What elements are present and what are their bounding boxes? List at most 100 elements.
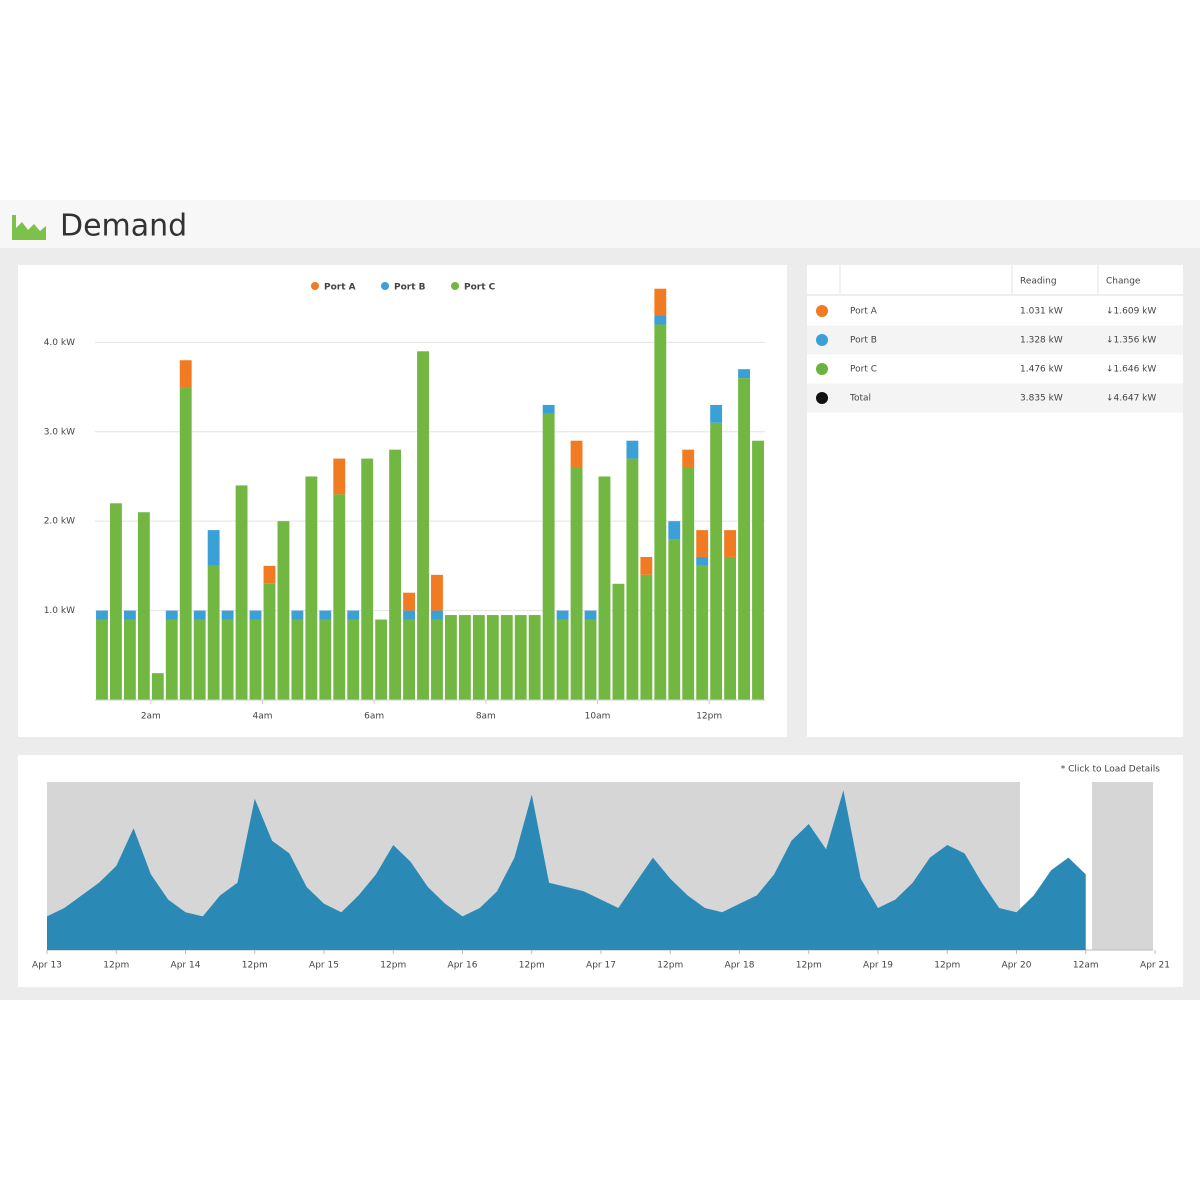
bar-segment xyxy=(472,615,485,700)
x-tick-label: 12pm xyxy=(103,961,129,971)
row-dot xyxy=(816,305,828,317)
x-tick-label: 6am xyxy=(364,712,384,722)
bar-segment xyxy=(654,324,667,700)
bar-segment xyxy=(584,619,597,700)
bar-segment xyxy=(570,467,583,700)
overview-area xyxy=(47,790,1086,950)
x-tick-label: 12pm xyxy=(380,961,406,971)
bar-segment xyxy=(151,673,164,700)
bar-segment xyxy=(668,521,681,540)
bar-segment xyxy=(193,619,206,700)
bar-segment xyxy=(654,315,667,325)
bar-segment xyxy=(696,530,709,557)
bar-segment xyxy=(221,610,234,620)
bar-segment xyxy=(249,610,262,620)
x-tick-label: Apr 15 xyxy=(309,961,339,971)
bar-segment xyxy=(193,610,206,620)
x-tick-label: 12pm xyxy=(657,961,683,971)
bar-segment xyxy=(431,619,443,700)
row-reading: 3.835 kW xyxy=(1020,394,1063,404)
bar-segment xyxy=(179,387,192,700)
bar-segment xyxy=(123,619,136,700)
bar-segment xyxy=(277,521,290,700)
bar-segment xyxy=(389,449,402,700)
bar-segment xyxy=(556,610,569,620)
load-details-note[interactable]: * Click to Load Details xyxy=(1061,765,1161,775)
bar-segment xyxy=(249,619,262,700)
row-band xyxy=(807,383,1183,413)
bar-segment xyxy=(598,476,611,700)
row-name: Port B xyxy=(850,336,877,346)
bar-segment xyxy=(752,440,764,700)
y-tick-label: 4.0 kW xyxy=(44,338,75,348)
bar-segment xyxy=(570,440,583,468)
x-tick-label: Apr 17 xyxy=(586,961,616,971)
bar-segment xyxy=(514,615,527,700)
bar-segment xyxy=(221,619,234,700)
legend-label[interactable]: Port A xyxy=(324,283,356,293)
bar-segment xyxy=(165,610,178,620)
bar-segment xyxy=(445,615,457,700)
bar-segment xyxy=(640,556,653,575)
bar-segment xyxy=(137,512,150,700)
bar-segment xyxy=(640,574,653,700)
header-bar xyxy=(0,200,1200,248)
row-dot xyxy=(816,392,828,404)
bar-segment xyxy=(333,458,346,495)
bar-segment xyxy=(417,351,429,700)
row-change: ↓1.356 kW xyxy=(1106,336,1156,346)
row-change: ↓4.647 kW xyxy=(1106,394,1156,404)
bar-segment xyxy=(207,530,220,566)
x-tick-label: 12pm xyxy=(934,961,960,971)
bar-segment xyxy=(375,619,388,700)
bar-segment xyxy=(724,556,737,700)
bar-segment xyxy=(179,360,192,388)
row-band xyxy=(807,325,1183,355)
row-name: Total xyxy=(849,394,871,404)
x-tick-label: Apr 20 xyxy=(1002,961,1032,971)
bar-segment xyxy=(403,619,415,700)
bar-segment xyxy=(556,619,569,700)
row-reading: 1.476 kW xyxy=(1020,365,1063,375)
bar-segment xyxy=(431,610,443,620)
bar-segment xyxy=(361,458,374,700)
x-tick-label: Apr 21 xyxy=(1140,961,1170,971)
bar-segment xyxy=(263,565,276,584)
bar-segment xyxy=(291,619,304,700)
bar-segment xyxy=(110,503,122,700)
bar-segment xyxy=(500,615,513,700)
bar-segment xyxy=(738,378,750,700)
column-header: Change xyxy=(1106,277,1141,287)
bar-segment xyxy=(696,565,709,700)
x-tick-label: 12pm xyxy=(519,961,545,971)
bar-segment xyxy=(724,530,737,557)
bar-segment xyxy=(431,574,443,611)
x-tick-label: 10am xyxy=(585,712,611,722)
x-tick-label: 12am xyxy=(1073,961,1099,971)
x-tick-label: Apr 14 xyxy=(171,961,201,971)
page-title: Demand xyxy=(60,209,187,244)
row-dot xyxy=(816,334,828,346)
bar-segment xyxy=(626,440,639,459)
bar-segment xyxy=(165,619,178,700)
legend-dot[interactable] xyxy=(451,282,459,290)
legend-dot[interactable] xyxy=(381,282,389,290)
bar-segment xyxy=(668,539,681,700)
row-change: ↓1.646 kW xyxy=(1106,365,1156,375)
bar-segment xyxy=(682,467,695,700)
bar-segment xyxy=(528,615,541,700)
bar-segment xyxy=(403,592,415,611)
row-name: Port A xyxy=(850,307,878,317)
x-tick-label: Apr 18 xyxy=(725,961,755,971)
x-tick-label: 12pm xyxy=(242,961,268,971)
x-tick-label: Apr 19 xyxy=(863,961,893,971)
bar-segment xyxy=(542,404,555,414)
bar-segment xyxy=(542,413,555,700)
legend-label[interactable]: Port C xyxy=(464,283,496,293)
bar-segment xyxy=(710,404,723,423)
legend-dot[interactable] xyxy=(311,282,319,290)
bar-segment xyxy=(347,619,360,700)
legend-label[interactable]: Port B xyxy=(394,283,426,293)
x-tick-label: 8am xyxy=(476,712,496,722)
